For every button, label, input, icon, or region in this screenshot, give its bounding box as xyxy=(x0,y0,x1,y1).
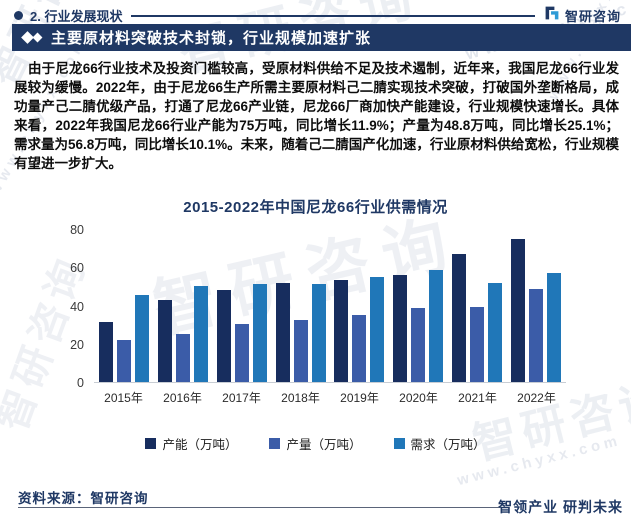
bar xyxy=(334,279,349,382)
bar xyxy=(393,274,408,382)
bar-group xyxy=(334,276,385,382)
legend-swatch-icon xyxy=(145,438,157,449)
bar xyxy=(252,284,267,382)
chart-legend: 产能（万吨） 产量（万吨） 需求（万吨） xyxy=(0,434,631,453)
bar xyxy=(275,282,290,382)
footer-divider xyxy=(18,507,507,508)
bar xyxy=(157,299,172,382)
brand-logo-text: 智研咨询 xyxy=(564,9,621,24)
header-divider xyxy=(131,14,535,17)
bar xyxy=(311,283,326,382)
x-axis-tick-label: 2017年 xyxy=(222,391,261,405)
data-source: 资料来源：智研咨询 xyxy=(18,491,149,506)
bar-groups xyxy=(94,230,566,383)
bar xyxy=(99,321,113,382)
body-paragraph: 由于尼龙66行业技术及投资门槛较高，受原材料供给不足及技术遏制，近年来，我国尼龙… xyxy=(14,61,619,171)
y-axis-tick-label: 60 xyxy=(70,261,84,276)
x-axis-tick-label: 2015年 xyxy=(104,391,143,405)
bar-group xyxy=(216,284,267,382)
x-axis-tick-label: 2019年 xyxy=(340,391,379,405)
bar xyxy=(452,253,467,382)
section-title: 2. 行业发展现状 xyxy=(30,9,123,24)
bar xyxy=(546,273,561,382)
legend-item: 需求（万吨） xyxy=(393,434,486,453)
bar-group xyxy=(99,294,149,382)
section-banner: 主要原材料突破技术封锁，行业规模加速扩张 xyxy=(12,24,631,51)
bar xyxy=(135,294,149,382)
legend-label: 产能（万吨） xyxy=(162,438,238,452)
chart-title: 2015-2022年中国尼龙66行业供需情况 xyxy=(183,199,448,216)
y-axis-tick-label: 0 xyxy=(77,376,84,390)
y-axis-tick-label: 40 xyxy=(70,299,84,314)
y-axis: 80 60 40 20 0 xyxy=(58,223,84,390)
legend-item: 产能（万吨） xyxy=(145,434,237,453)
bar xyxy=(216,290,231,382)
x-axis: 2015年 2016年 2017年 2018年 2019年 2020年 2021年 2022年 xyxy=(94,389,566,406)
legend-label: 产量（万吨） xyxy=(286,438,362,452)
bar xyxy=(175,334,190,382)
footer-slogan: 智领产业 研判未来 xyxy=(498,499,623,515)
bar xyxy=(352,315,367,382)
bar-group xyxy=(452,253,503,382)
x-axis-tick-label: 2021年 xyxy=(458,391,497,405)
banner-title: 主要原材料突破技术封锁，行业规模加速扩张 xyxy=(51,30,372,47)
bar xyxy=(429,270,444,382)
legend-swatch-icon xyxy=(393,438,405,449)
legend-label: 需求（万吨） xyxy=(410,438,486,452)
bullet-icon xyxy=(14,11,23,20)
bar xyxy=(488,283,503,382)
bar xyxy=(193,286,208,382)
y-axis-tick-label: 80 xyxy=(70,223,84,237)
bar xyxy=(117,339,131,382)
x-axis-tick-label: 2018年 xyxy=(281,391,320,405)
x-axis-tick-label: 2022年 xyxy=(517,391,556,405)
bar-chart: 80 60 40 20 0 2015年 2016年 2017年 2018年 2019年 2020年… xyxy=(58,223,566,406)
bar xyxy=(234,323,249,382)
x-axis-tick-label: 2016年 xyxy=(163,391,202,405)
brand-logo: 智研咨询 xyxy=(544,5,621,26)
bar xyxy=(510,238,525,382)
legend-item: 产量（万吨） xyxy=(269,434,362,453)
bar-group xyxy=(275,282,326,382)
bar xyxy=(528,288,543,382)
y-axis-tick-label: 20 xyxy=(70,337,84,352)
diamond-icon xyxy=(32,32,43,43)
plot-area: 2015年 2016年 2017年 2018年 2019年 2020年 2021年 2022年 xyxy=(94,230,566,406)
bar xyxy=(370,276,385,382)
bar-group xyxy=(157,286,208,382)
legend-swatch-icon xyxy=(269,438,281,449)
bar-group xyxy=(393,270,444,382)
bar xyxy=(470,307,485,382)
bar xyxy=(293,319,308,382)
page-header: 2. 行业发展现状 智研咨询 xyxy=(14,5,621,26)
brand-logo-icon xyxy=(544,5,560,26)
bar-group xyxy=(510,238,561,382)
bar xyxy=(411,308,426,382)
x-axis-tick-label: 2020年 xyxy=(399,391,438,405)
